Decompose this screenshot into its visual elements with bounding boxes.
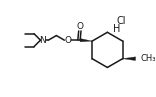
Polygon shape: [80, 39, 92, 42]
Text: O: O: [77, 22, 84, 31]
Text: N: N: [39, 36, 46, 45]
Polygon shape: [123, 57, 136, 61]
Text: CH₃: CH₃: [140, 54, 156, 63]
Text: H: H: [113, 24, 120, 34]
Text: O: O: [64, 36, 71, 45]
Text: Cl: Cl: [117, 16, 126, 26]
